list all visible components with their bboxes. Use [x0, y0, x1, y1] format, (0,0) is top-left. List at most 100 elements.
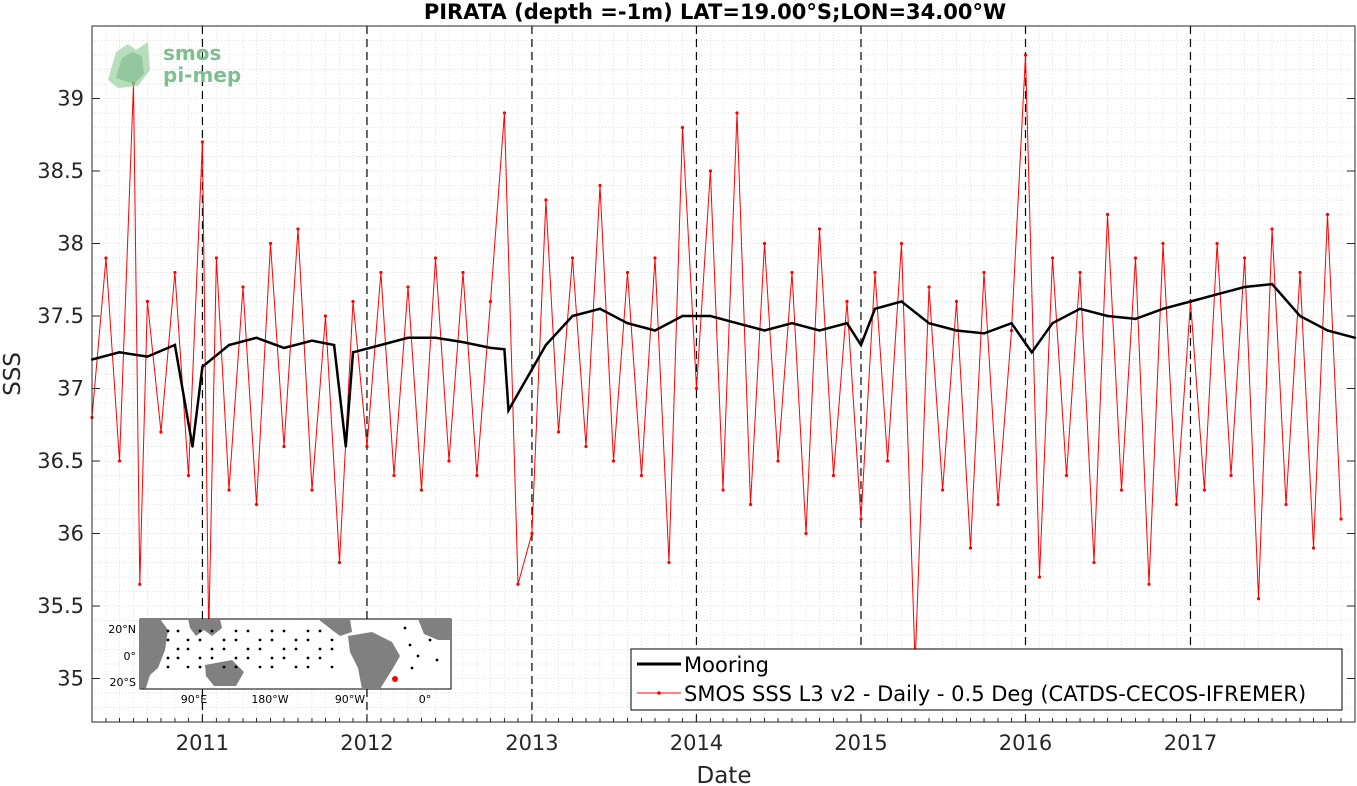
x-tick-label: 2011: [176, 731, 229, 755]
logo-line2: pi-mep: [163, 63, 241, 87]
x-axis: 2011 2012 2013 2014 2015 2016 2017: [105, 714, 1342, 755]
data-point-mooring: [1161, 307, 1165, 310]
x-tick-label: 2014: [670, 731, 723, 755]
data-point-mooring: [1078, 307, 1082, 310]
inset-mooring-dot: [330, 638, 334, 642]
data-point-smos: [268, 241, 273, 246]
data-point-mooring: [955, 329, 958, 332]
data-point-mooring: [1189, 300, 1192, 303]
data-point-mooring: [845, 322, 849, 325]
data-point-smos: [337, 560, 342, 565]
inset-land-australia: [205, 660, 244, 686]
data-point-mooring: [1134, 317, 1137, 321]
data-point-smos: [254, 502, 259, 507]
data-point-mooring: [982, 332, 986, 335]
x-tick-label: 2015: [834, 731, 887, 755]
data-point-smos: [598, 183, 602, 188]
data-point-mooring: [146, 355, 149, 358]
data-point-smos: [1242, 256, 1247, 260]
data-point-smos: [502, 111, 507, 115]
data-point-mooring: [332, 343, 336, 347]
data-point-smos: [1270, 227, 1274, 231]
inset-mooring-dot: [198, 665, 202, 669]
logo-emblem: [108, 42, 150, 88]
data-point-smos: [899, 241, 904, 246]
data-point-mooring: [310, 339, 314, 342]
inset-mooring-dot: [186, 638, 190, 642]
inset-mooring-dot: [258, 665, 262, 669]
inset-mooring-dot: [270, 656, 274, 660]
data-point-mooring: [1243, 285, 1246, 289]
data-point-smos: [1037, 575, 1042, 579]
data-point-smos: [475, 473, 479, 478]
data-point-mooring: [859, 343, 863, 347]
inset-mooring-dot: [306, 665, 310, 669]
data-point-mooring: [201, 365, 204, 368]
inset-land-africa: [140, 619, 168, 689]
data-point-smos: [145, 299, 150, 304]
inset-mooring-dot: [222, 638, 226, 642]
inset-mooring-dot: [176, 656, 180, 660]
data-point-mooring: [379, 343, 383, 347]
year-dividers: [201, 26, 1192, 722]
data-point-smos: [433, 256, 438, 260]
y-tick-label: 36.5: [37, 449, 84, 473]
data-point-smos: [885, 459, 890, 463]
inset-mooring-dot: [282, 656, 286, 660]
inset-mooring-dot: [306, 638, 310, 642]
data-point-smos: [310, 488, 314, 492]
data-point-smos: [214, 256, 219, 260]
inset-mooring-dot: [246, 647, 250, 651]
inset-mooring-dot: [198, 629, 202, 633]
data-point-mooring: [461, 340, 465, 344]
inset-mooring-dot: [294, 647, 298, 651]
inset-mooring-dot: [408, 643, 412, 647]
inset-mooring-dot: [258, 647, 262, 651]
data-point-smos: [282, 444, 286, 449]
data-point-mooring: [1106, 314, 1109, 318]
data-point-mooring: [489, 346, 492, 350]
data-point-smos: [1064, 473, 1069, 478]
y-tick-label: 37: [57, 377, 84, 401]
inset-xlabel-180w: 180°W: [251, 693, 288, 706]
legend-box: [630, 648, 1343, 711]
data-point-mooring: [118, 351, 121, 354]
data-point-smos: [351, 299, 355, 304]
data-point-smos: [1339, 517, 1343, 521]
inset-ylabel-20n: 20°N: [108, 623, 136, 636]
data-point-smos: [1105, 212, 1110, 217]
inset-mooring-dot: [210, 647, 214, 651]
data-point-mooring: [173, 343, 177, 347]
logo-line1: smos: [163, 41, 221, 65]
data-point-smos: [1311, 546, 1316, 550]
y-tick-label: 36: [57, 522, 84, 546]
data-point-mooring: [1298, 314, 1302, 318]
data-point-smos: [859, 517, 863, 521]
data-point-smos: [104, 256, 108, 260]
inset-xlabel-90w: 90°W: [335, 693, 365, 706]
legend-label-smos: SMOS SSS L3 v2 - Daily - 0.5 Deg (CATDS-…: [684, 682, 1306, 706]
data-point-smos: [1215, 241, 1219, 246]
data-point-smos: [996, 502, 1000, 507]
inset-mooring-dot: [198, 638, 202, 642]
data-point-smos: [379, 270, 383, 275]
x-tick-label: 2016: [999, 731, 1052, 755]
y-tick-label: 35: [57, 667, 84, 691]
data-point-smos: [1009, 328, 1014, 333]
chart-title: PIRATA (depth =-1m) LAT=19.00°S;LON=34.0…: [424, 0, 1006, 24]
data-point-smos: [748, 502, 753, 507]
y-tick-label: 35.5: [37, 594, 84, 618]
data-point-mooring: [598, 307, 602, 310]
data-point-smos: [241, 285, 245, 289]
inset-land-south-america: [348, 632, 400, 689]
inset-mooring-dot: [318, 656, 322, 660]
data-point-mooring: [227, 343, 231, 347]
inset-mooring-dot: [166, 665, 170, 669]
data-point-smos: [611, 459, 616, 463]
data-point-smos: [1133, 256, 1138, 260]
data-point-mooring: [626, 322, 629, 325]
data-point-smos: [762, 241, 767, 246]
inset-mooring-dot: [166, 638, 170, 642]
data-point-smos: [570, 256, 575, 260]
